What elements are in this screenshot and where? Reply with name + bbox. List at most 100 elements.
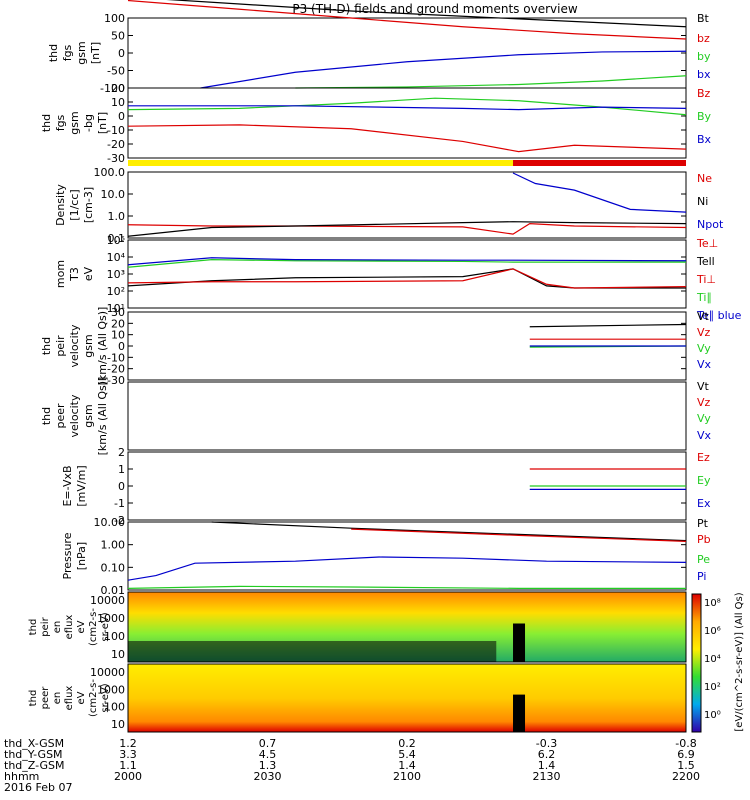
y-tick-label: 2 bbox=[118, 446, 125, 459]
x-tick-label: 1.3 bbox=[259, 759, 277, 772]
legend-Pe: Pe bbox=[697, 553, 710, 566]
legend-Pt: Pt bbox=[697, 517, 709, 530]
y-tick-label: 100 bbox=[104, 701, 125, 714]
panel-frame bbox=[127, 663, 687, 733]
series-line-Vt bbox=[529, 323, 687, 328]
y-axis-label: en bbox=[52, 692, 63, 705]
y-tick-label: 10⁴ bbox=[107, 251, 126, 264]
series-line-Pe bbox=[127, 585, 686, 589]
legend-Ti∥: Ti∥ bbox=[696, 291, 712, 304]
y-tick-label: 0.1 bbox=[108, 232, 126, 245]
legend-Vt: Vt bbox=[697, 310, 710, 323]
y-tick-label: 50 bbox=[111, 30, 125, 43]
y-axis-label: gsm bbox=[75, 41, 88, 64]
y-axis-label: [mV/m] bbox=[75, 465, 88, 506]
date-label: 2016 Feb 07 bbox=[4, 781, 72, 794]
legend-Vx: Vx bbox=[697, 358, 712, 371]
y-axis-label: E=-VxB bbox=[61, 465, 74, 506]
y-tick-label: 10000 bbox=[90, 666, 125, 679]
legend-Tell: Tell bbox=[696, 255, 715, 268]
x-tick-label: 2200 bbox=[672, 770, 700, 783]
colorbar-tick: 10⁰ bbox=[704, 710, 721, 721]
y-axis-label: gsm bbox=[82, 404, 95, 427]
y-axis-label: [cm-3] bbox=[82, 187, 95, 223]
y-tick-label: 1.00 bbox=[101, 539, 126, 552]
legend-Bt: Bt bbox=[697, 12, 710, 25]
x-tick-label: -0.3 bbox=[536, 737, 557, 750]
x-tick-label: -0.8 bbox=[675, 737, 696, 750]
y-tick-label: 100.0 bbox=[94, 166, 126, 179]
y-axis-label: sr-eV) bbox=[100, 683, 111, 712]
y-axis-label: gsm bbox=[82, 334, 95, 357]
series-line-Pi bbox=[127, 556, 687, 581]
x-tick-label: 2000 bbox=[114, 770, 142, 783]
legend-Ti⊥: Ti⊥ bbox=[696, 273, 716, 286]
mode-bar-slow bbox=[513, 160, 686, 166]
spectrogram-peer: 10000 1000 100 10 thd peer en eflux eV (cm2-s-sr-… bbox=[28, 663, 687, 733]
x-tick-label: 0.2 bbox=[398, 737, 416, 750]
legend-Bx: Bx bbox=[697, 133, 712, 146]
data-gap bbox=[513, 623, 526, 662]
y-tick-label: 0 bbox=[118, 47, 125, 60]
panel-frame bbox=[127, 171, 687, 239]
colorbar-scale bbox=[691, 593, 702, 733]
series-line-Bz bbox=[127, 124, 687, 153]
x-row-label: thd_Y-GSM bbox=[4, 748, 63, 761]
legend-Ni: Ni bbox=[697, 195, 708, 208]
x-axis: thd_X-GSM 1.2 0.7 0.2 -0.3 -0.8 thd_Y-GSM 3.3 4.… bbox=[4, 737, 700, 794]
y-tick-label: -100 bbox=[100, 82, 125, 95]
x-tick-label: 6.9 bbox=[677, 748, 695, 761]
panel-vxb: 2 1 0 -1 -2 E=-VxB [mV/m] Ez Ey Ex bbox=[61, 446, 711, 527]
y-tick-label: 0.01 bbox=[101, 584, 126, 597]
x-tick-label: 6.2 bbox=[538, 748, 556, 761]
y-tick-label: 0 bbox=[118, 110, 125, 123]
y-tick-label: 100 bbox=[104, 630, 125, 643]
y-tick-label: 10 bbox=[111, 329, 125, 342]
y-tick-label: 10³ bbox=[107, 268, 125, 281]
y-axis-label: peer bbox=[40, 686, 51, 710]
y-tick-label: 0 bbox=[118, 480, 125, 493]
x-tick-label: 1.2 bbox=[119, 737, 137, 750]
legend-Ne: Ne bbox=[697, 172, 712, 185]
legend-Te⊥: Te⊥ bbox=[696, 237, 718, 250]
legend-Vy: Vy bbox=[697, 412, 711, 425]
y-axis-label: thd bbox=[40, 114, 53, 132]
y-axis-label: thd bbox=[47, 44, 60, 62]
x-tick-label: 1.5 bbox=[677, 759, 695, 772]
y-axis-label: T3 bbox=[68, 267, 81, 282]
y-axis-label: [km/s (All Qs)] bbox=[96, 377, 109, 456]
legend-Ey: Ey bbox=[697, 474, 711, 487]
legend-Vz: Vz bbox=[697, 396, 711, 409]
x-tick-label: 3.3 bbox=[119, 748, 137, 761]
legend-bx: bx bbox=[697, 68, 711, 81]
y-axis-label: [nT] bbox=[89, 42, 102, 64]
y-tick-label: 10.00 bbox=[94, 516, 126, 529]
y-axis-label: gsm bbox=[68, 111, 81, 134]
y-tick-label: -2 bbox=[114, 514, 125, 527]
x-row-label: hhmm bbox=[4, 770, 39, 783]
panel-pressure: 10.00 1.00 0.10 0.01 Pressure [nPa] Pt Pb Pe Pi bbox=[61, 516, 711, 597]
y-axis-label: thd bbox=[40, 337, 53, 355]
y-axis-label: velocity bbox=[68, 324, 81, 367]
y-axis-label: sr-eV) bbox=[100, 612, 111, 641]
y-tick-label: -20 bbox=[107, 363, 125, 376]
y-tick-label: 0.10 bbox=[101, 561, 126, 574]
series-line-Ne bbox=[127, 223, 687, 235]
series-line-Te∥ blue bbox=[127, 257, 687, 266]
panel-frame bbox=[127, 239, 687, 309]
y-axis-label: [km/s (All Qs)] bbox=[96, 307, 109, 386]
y-tick-label: -10 bbox=[107, 351, 125, 364]
panel-frame bbox=[127, 17, 687, 89]
spectrogram-peir: 10000 1000 100 10 thd peir en eflux eV (cm2-s-sr-… bbox=[28, 591, 687, 663]
x-tick-label: 1.1 bbox=[119, 759, 137, 772]
low-count-region bbox=[128, 641, 497, 662]
series-line-bx bbox=[200, 50, 687, 89]
y-axis-label: peer bbox=[54, 403, 67, 429]
legend-Vy: Vy bbox=[697, 342, 711, 355]
panel-frame bbox=[127, 521, 687, 591]
x-tick-label: 0.7 bbox=[259, 737, 277, 750]
y-tick-label: 10.0 bbox=[101, 188, 126, 201]
y-axis-label: [1/cc] bbox=[68, 189, 81, 220]
series-line-Pt bbox=[211, 521, 687, 542]
